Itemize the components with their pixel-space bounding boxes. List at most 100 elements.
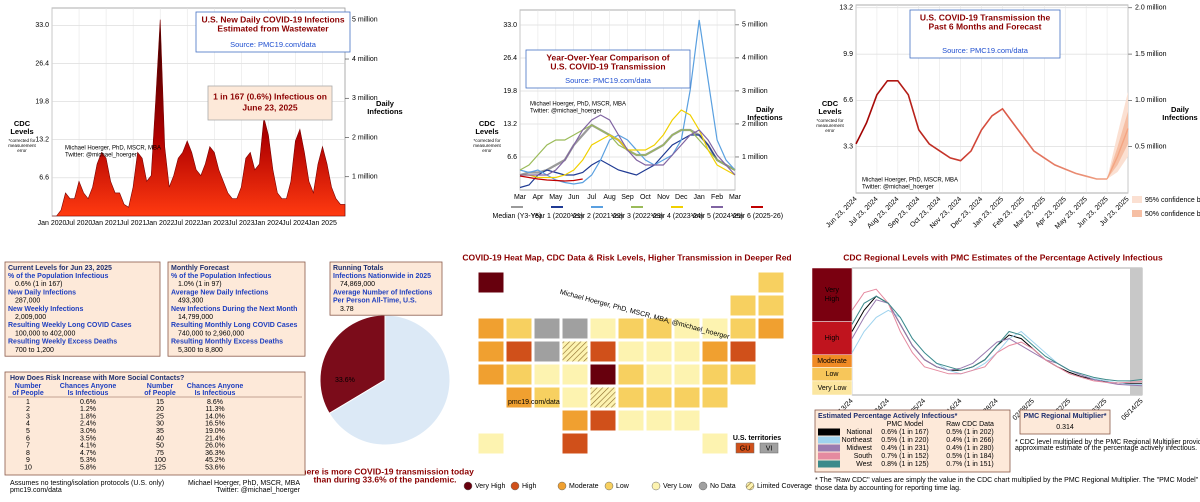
state-tile <box>589 317 617 340</box>
x-tick-label: Jun <box>568 194 579 201</box>
table-cell: 21.4% <box>205 435 225 442</box>
table-note: pmc19.com/data <box>10 487 62 494</box>
title-box <box>525 49 691 89</box>
y-tick-label: 33.0 <box>35 22 49 29</box>
chart-title: U.S. COVID-19 Transmission <box>550 61 665 71</box>
chart-title: U.S. COVID-19 Transmission the <box>920 12 1051 22</box>
legend-label: Year 6 (2025-26) <box>731 213 783 220</box>
table-header: Is Infectious <box>195 390 236 397</box>
x-tick-label: Jan 2021 <box>92 220 121 227</box>
box-label: Resulting Monthly Long COVID Cases <box>171 322 298 329</box>
series-line <box>519 175 583 182</box>
legend-label: Very High <box>475 483 505 490</box>
state-tile <box>589 363 617 386</box>
table-header: PMC Model <box>887 421 924 428</box>
x-tick-label: Apr <box>532 194 544 201</box>
table-cell: 3.5% <box>80 435 96 442</box>
territory-label: GU <box>740 445 751 452</box>
box-value: 700 to 1,200 <box>15 347 54 354</box>
table-cell: 19.0% <box>205 428 225 435</box>
level-band <box>811 380 853 396</box>
box-label: New Infections During the Next Month <box>171 306 297 313</box>
table-cell: 26.0% <box>205 443 225 450</box>
legend-label: Low <box>616 483 630 490</box>
state-tile <box>589 340 617 363</box>
level-label: Low <box>826 371 840 378</box>
table-cell: 14.0% <box>205 413 225 420</box>
state-tile <box>701 317 729 340</box>
pie-label: 33.6% <box>335 377 355 384</box>
box-label: % of the Population Infectious <box>8 273 108 280</box>
chart-title: Estimated from Wastewater <box>217 23 329 33</box>
state-tile <box>645 340 673 363</box>
state-tile <box>673 340 701 363</box>
legend-label: Limited Coverage <box>757 483 812 490</box>
x-tick-label: Jul 2022 <box>174 220 201 227</box>
legend-label: Year 2 (2021-22) <box>571 213 623 220</box>
box-label: Resulting Weekly Long COVID Cases <box>8 322 132 329</box>
box-value: 740,000 to 2,960,000 <box>178 330 244 337</box>
map-title: COVID-19 Heat Map, CDC Data & Risk Level… <box>462 252 791 262</box>
y2-tick-label: 4 million <box>742 55 768 62</box>
state-tile <box>617 386 645 409</box>
table-header: Number <box>15 383 42 390</box>
y2-tick-label: 1.5 million <box>1135 51 1167 58</box>
series-line <box>851 299 1143 387</box>
box-value: 1.0% (1 in 97) <box>178 281 222 288</box>
confidence-band <box>1107 91 1128 179</box>
y-axis-note: error <box>17 148 27 153</box>
chart-source: Source: PMC19.com/data <box>942 46 1029 55</box>
table-cell: 36.3% <box>205 450 225 457</box>
table-cell: 0.6% <box>80 399 96 406</box>
table-title: How Does Risk Increase with More Social … <box>10 375 184 382</box>
table-header: of People <box>144 390 176 397</box>
credit: Twitter: @michael_hoerger <box>862 185 934 191</box>
y-axis-label: CDC <box>14 119 31 128</box>
chart-title: CDC Regional Levels with PMC Estimates o… <box>843 252 1163 262</box>
table-cell: 0.4% (1 in 231) <box>881 445 928 452</box>
table-header: Number <box>147 383 174 390</box>
box-label: % of the Population Infectious <box>171 273 271 280</box>
state-tile <box>533 363 561 386</box>
y-tick-label: 9.9 <box>843 51 853 58</box>
state-tile <box>757 294 785 317</box>
table-row-label: West <box>856 461 872 468</box>
table-cell: 35 <box>156 428 164 435</box>
legend-label: 50% confidence band <box>1145 211 1200 218</box>
box-value: 287,000 <box>15 298 40 305</box>
recent-data-bar <box>1130 268 1142 395</box>
table-row-label: Northeast <box>842 437 872 444</box>
y-tick-label: 3.3 <box>843 144 853 151</box>
y-tick-label: 13.2 <box>35 137 49 144</box>
x-tick-label: Jan 2020 <box>38 220 67 227</box>
state-tile <box>505 340 533 363</box>
table-cell: 7 <box>26 443 30 450</box>
state-tile <box>533 317 561 340</box>
box-label: New Weekly Infections <box>8 306 83 313</box>
box-value: 0.6% (1 in 167) <box>15 281 62 288</box>
table-cell: 1 <box>26 399 30 406</box>
table-title: Estimated Percentage Actively Infectious… <box>818 413 958 420</box>
table-cell: 0.4% (1 in 280) <box>946 445 993 452</box>
legend-label: Year 3 (2022-23) <box>611 213 663 220</box>
table-cell: 1.8% <box>80 413 96 420</box>
legend-label: 95% confidence band <box>1145 197 1200 204</box>
table-cell: 16.5% <box>205 421 225 428</box>
state-tile <box>701 363 729 386</box>
pie-caption: There is more COVID-19 transmission toda… <box>296 466 474 476</box>
box-label: Resulting Monthly Excess Deaths <box>171 339 283 346</box>
y-axis-label: Levels <box>10 127 33 136</box>
y-tick-label: 13.2 <box>839 5 853 12</box>
y2-tick-label: 1.0 million <box>1135 97 1167 104</box>
y-axis-note: *corrected for <box>816 118 844 123</box>
y-axis-note: measurement <box>816 123 844 128</box>
y2-tick-label: 2 million <box>742 121 768 128</box>
territory-box <box>759 442 779 454</box>
y-axis-note: error <box>482 148 492 153</box>
pie-caption: than during 33.6% of the pandemic. <box>313 474 456 484</box>
regional-table <box>814 409 1011 473</box>
state-tile <box>505 386 533 409</box>
chart-title: U.S. New Daily COVID-19 Infections <box>201 14 344 24</box>
state-tile <box>617 363 645 386</box>
plot-area <box>851 267 1143 396</box>
